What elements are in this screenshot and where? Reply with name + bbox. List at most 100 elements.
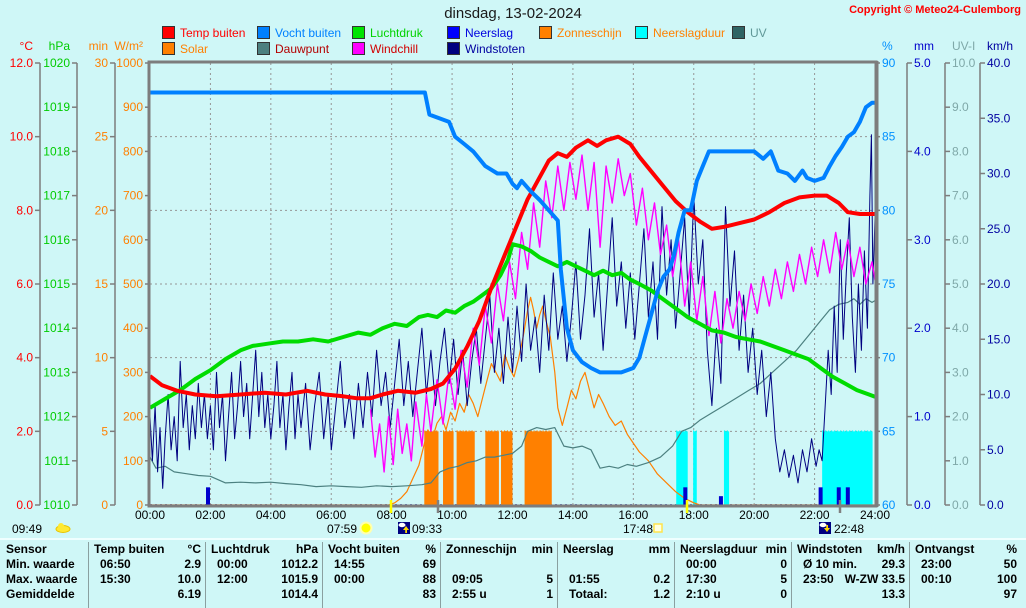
svg-text:1011: 1011 <box>44 454 70 468</box>
svg-text:75: 75 <box>882 277 896 291</box>
table-cell-value: 88 <box>422 572 436 586</box>
table-cell-time: 15:30 <box>100 572 131 586</box>
legend-label: UV <box>750 25 767 40</box>
table-col-unit: km/h <box>876 542 905 556</box>
marker-time: 09:49 <box>12 522 42 536</box>
table-cell-time: 01:55 <box>569 572 600 586</box>
svg-text:65: 65 <box>882 424 896 438</box>
sun-moon-markers: 09:49 07:59 09:33 17:48 22:48 <box>12 500 864 536</box>
legend-item-uv: UV <box>732 26 767 39</box>
legend-label: Windstoten <box>465 41 526 56</box>
table-cell-value: 97 <box>1003 587 1017 601</box>
windstoten-swatch-icon <box>447 42 460 55</box>
svg-text:500: 500 <box>123 277 143 291</box>
temp-buiten-swatch-icon <box>162 26 175 39</box>
table-row-label: Min. waarde <box>6 557 75 571</box>
svg-text:12:00: 12:00 <box>497 508 527 522</box>
table-col-unit: min <box>765 542 787 556</box>
svg-text:8.0: 8.0 <box>16 203 33 217</box>
svg-text:12.0: 12.0 <box>10 56 34 70</box>
axis-mm: 5.0 4.0 3.0 2.0 1.0 0.0 mm <box>906 39 934 512</box>
svg-text:1.0: 1.0 <box>952 454 969 468</box>
svg-text:4.0: 4.0 <box>914 144 931 158</box>
legend-item-neerslagduur: Neerslagduur <box>635 26 725 39</box>
table-cell-time: 14:55 <box>334 557 365 571</box>
solar-swatch-icon <box>162 42 175 55</box>
luchtdruk-swatch-icon <box>352 26 365 39</box>
table-cell-value: 29.3 <box>881 557 905 571</box>
legend-item-windchill: Windchill <box>352 42 418 55</box>
svg-text:04:00: 04:00 <box>256 508 286 522</box>
series-luchtdruk <box>148 242 876 410</box>
svg-text:14:00: 14:00 <box>558 508 588 522</box>
series-windchill <box>369 154 876 473</box>
table-cell-value: 5 <box>780 572 787 586</box>
axis-unit-kmh: km/h <box>987 39 1013 53</box>
svg-text:5: 5 <box>101 424 108 438</box>
legend-label: Zonneschijn <box>557 25 622 40</box>
axis-pct: 90 85 80 75 70 65 60% <box>875 39 896 512</box>
svg-text:18:00: 18:00 <box>679 508 709 522</box>
svg-text:10.0: 10.0 <box>952 56 976 70</box>
legend-label: Dauwpunt <box>275 41 330 56</box>
table-col-header: Vocht buiten <box>328 542 400 556</box>
axis-unit-mm: mm <box>914 39 934 53</box>
svg-text:4.0: 4.0 <box>16 351 33 365</box>
svg-text:1018: 1018 <box>43 144 70 158</box>
table-cell-time: 00:00 <box>217 557 248 571</box>
svg-text:90: 90 <box>882 56 896 70</box>
svg-text:1016: 1016 <box>43 233 70 247</box>
svg-text:40.0: 40.0 <box>987 56 1011 70</box>
table-row-label: Gemiddelde <box>6 587 75 601</box>
table-col-unit: °C <box>187 542 201 556</box>
svg-text:0: 0 <box>101 498 108 512</box>
table-cell-value: 0.2 <box>653 572 670 586</box>
svg-text:2.0: 2.0 <box>16 424 33 438</box>
table-col-unit: % <box>1006 542 1017 556</box>
svg-text:02:00: 02:00 <box>195 508 225 522</box>
legend-item-temp-buiten: Temp buiten <box>162 26 245 39</box>
legend-item-neerslag: Neerslag <box>447 26 513 39</box>
neerslag-swatch-icon <box>447 26 460 39</box>
svg-text:30.0: 30.0 <box>987 167 1011 181</box>
table-cell-value: 83 <box>422 587 436 601</box>
table-cell-time: 17:30 <box>686 572 717 586</box>
page-title: dinsdag, 13-02-2024 <box>444 5 582 22</box>
table-cell-value: 1.2 <box>653 587 670 601</box>
svg-text:2.0: 2.0 <box>914 321 931 335</box>
table-cell-time: 00:00 <box>334 572 365 586</box>
legend-label: Neerslagduur <box>653 25 726 40</box>
svg-text:0.0: 0.0 <box>16 498 33 512</box>
svg-text:24:00: 24:00 <box>860 508 890 522</box>
svg-text:2.0: 2.0 <box>952 410 969 424</box>
table-col-header: Ontvangst <box>915 542 975 556</box>
axis-c: 12.0 10.0 8.0 6.0 4.0 2.0 0.0 °C <box>10 39 41 512</box>
table-col-header: Neerslagduur <box>680 542 758 556</box>
svg-text:6.0: 6.0 <box>952 233 969 247</box>
table-col-unit: min <box>531 542 553 556</box>
table-cell-value: 69 <box>422 557 436 571</box>
marker-time: 07:59 <box>327 522 357 536</box>
table-cell-time: 23:50 <box>803 572 834 586</box>
svg-text:22:00: 22:00 <box>800 508 830 522</box>
series-neerslag <box>206 487 850 505</box>
svg-text:16:00: 16:00 <box>618 508 648 522</box>
svg-text:20.0: 20.0 <box>987 277 1011 291</box>
svg-text:600: 600 <box>123 233 143 247</box>
svg-text:10.0: 10.0 <box>10 130 34 144</box>
legend-item-solar: Solar <box>162 42 208 55</box>
uv-swatch-icon <box>732 26 745 39</box>
svg-text:3.0: 3.0 <box>952 365 969 379</box>
series-vocht-buiten <box>150 90 875 375</box>
svg-text:35.0: 35.0 <box>987 111 1011 125</box>
table-cell-value: 1012.2 <box>281 557 318 571</box>
axis-kmh: 40.0 35.0 30.0 25.0 20.0 15.0 10.0 5.0 0.0 km/h <box>979 39 1013 512</box>
svg-text:15: 15 <box>95 277 109 291</box>
svg-text:8.0: 8.0 <box>952 144 969 158</box>
legend-item-zonneschijn: Zonneschijn <box>539 26 622 39</box>
legend-label: Luchtdruk <box>370 25 423 40</box>
svg-text:85: 85 <box>882 130 896 144</box>
svg-text:5.0: 5.0 <box>914 56 931 70</box>
svg-text:20: 20 <box>95 203 109 217</box>
